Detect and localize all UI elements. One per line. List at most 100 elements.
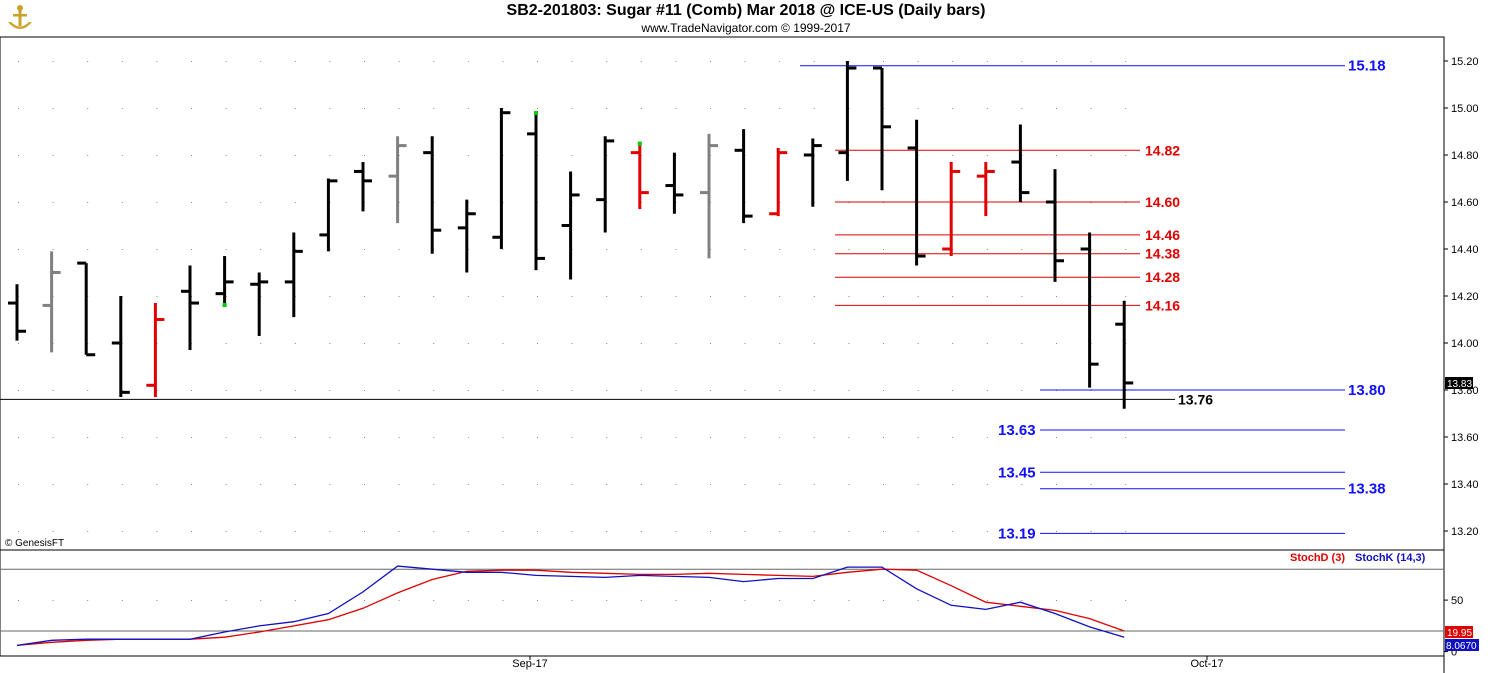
grid-dot	[640, 61, 642, 62]
grid-dot	[571, 108, 573, 109]
grid-dot	[260, 202, 262, 203]
ohlc-bar	[803, 138, 822, 207]
level-label-14.28: 14.28	[1145, 269, 1180, 285]
ohlc-bar	[388, 136, 407, 224]
grid-dot	[225, 484, 227, 485]
grid-dot	[779, 61, 781, 62]
grid-dot	[329, 155, 331, 156]
grid-dot	[260, 484, 262, 485]
stochd-last-box	[1445, 626, 1473, 638]
level-label-14.38: 14.38	[1145, 246, 1180, 262]
grid-dot	[260, 531, 262, 532]
ohlc-bar	[1046, 169, 1064, 282]
last-price-box	[1445, 377, 1473, 389]
ohlc-bar	[354, 162, 372, 212]
grid-dot	[571, 437, 573, 438]
grid-dot	[640, 600, 642, 601]
grid-dot	[744, 108, 746, 109]
ohlc-bar	[665, 152, 684, 214]
grid-dot	[398, 343, 400, 344]
grid-dot	[1056, 437, 1057, 438]
grid-dot	[294, 531, 296, 532]
grid-dot	[156, 249, 158, 250]
grid-dot	[813, 531, 815, 532]
grid-dot	[640, 484, 642, 485]
grid-dot	[606, 600, 608, 601]
grid-dot	[710, 390, 711, 391]
grid-dot	[502, 296, 504, 297]
price-tick-label: 14.00	[1451, 338, 1479, 350]
grid-dot	[640, 343, 642, 344]
grid-dot	[537, 600, 538, 601]
grid-dot	[779, 484, 781, 485]
grid-dot	[675, 108, 677, 109]
grid-dot	[883, 600, 884, 601]
stochd-line	[16, 568, 1125, 647]
grid-dot	[744, 531, 746, 532]
oscillator-panel-frame	[0, 549, 1445, 657]
grid-dot	[294, 390, 296, 391]
grid-dot	[779, 531, 781, 532]
grid-dot	[502, 343, 504, 344]
grid-dot	[260, 108, 262, 109]
grid-dot	[917, 484, 919, 485]
grid-dot	[502, 249, 504, 250]
grid-dot	[537, 61, 538, 62]
price-panel-frame	[0, 36, 1445, 551]
ohlc-bar	[215, 256, 234, 308]
stochd-legend: StochD (3)	[1290, 552, 1345, 564]
grid-dot	[1090, 531, 1092, 532]
grid-dot	[225, 437, 227, 438]
grid-dot	[156, 296, 158, 297]
grid-dot	[18, 600, 19, 601]
grid-dot	[917, 296, 919, 297]
grid-dot	[156, 202, 158, 203]
grid-dot	[813, 61, 815, 62]
grid-dot	[225, 531, 227, 532]
grid-dot	[1021, 390, 1023, 391]
grid-dot	[848, 600, 850, 601]
grid-dot	[952, 155, 954, 156]
grid-dot	[52, 202, 54, 203]
grid-dot	[571, 61, 573, 62]
grid-dot	[260, 61, 262, 62]
grid-dot	[329, 484, 331, 485]
grid-dot	[121, 600, 123, 601]
stochk-last-label: 8.0670	[1446, 641, 1477, 652]
grid-dot	[87, 155, 89, 156]
grid-dot	[744, 437, 746, 438]
grid-dot	[433, 343, 435, 344]
ohlc-bar	[942, 162, 961, 257]
grid-dot	[675, 484, 677, 485]
grid-dot	[294, 600, 296, 601]
grid-dot	[467, 390, 469, 391]
grid-dot	[467, 296, 469, 297]
grid-dot	[467, 61, 469, 62]
grid-dot	[986, 155, 988, 156]
grid-dot	[502, 484, 504, 485]
grid-dot	[710, 437, 711, 438]
grid-dot	[18, 484, 19, 485]
grid-dot	[710, 484, 711, 485]
grid-dot	[848, 437, 850, 438]
grid-dot	[156, 437, 158, 438]
grid-dot	[537, 296, 538, 297]
grid-dot	[260, 437, 262, 438]
grid-dot	[986, 249, 988, 250]
ohlc-bar	[561, 171, 580, 280]
ohlc-bar	[976, 162, 995, 217]
grid-dot	[606, 61, 608, 62]
grid-dot	[87, 249, 89, 250]
grid-dot	[225, 108, 227, 109]
level-label-14.82: 14.82	[1145, 142, 1180, 158]
grid-dot	[294, 155, 296, 156]
grid-dot	[986, 343, 988, 344]
grid-dot	[121, 249, 123, 250]
grid-dot	[502, 600, 504, 601]
grid-dot	[952, 61, 954, 62]
grid-dot	[571, 531, 573, 532]
grid-dot	[502, 531, 504, 532]
grid-dot	[398, 390, 400, 391]
grid-dot	[744, 390, 746, 391]
grid-dot	[986, 296, 988, 297]
